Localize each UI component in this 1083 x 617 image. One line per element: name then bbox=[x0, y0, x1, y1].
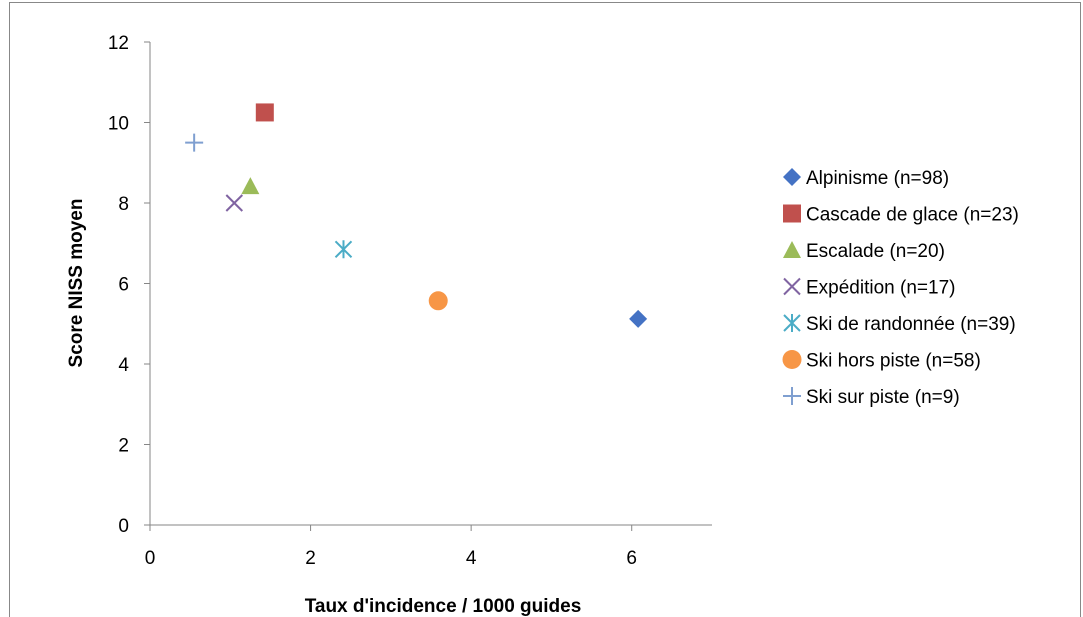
y-tick-label: 6 bbox=[118, 275, 129, 296]
legend-marker bbox=[782, 350, 802, 369]
y-tick-label: 0 bbox=[118, 516, 129, 537]
legend-label: Expédition (n=17) bbox=[806, 278, 955, 299]
legend-label: Ski hors piste (n=58) bbox=[806, 351, 981, 372]
legend-marker bbox=[783, 168, 801, 186]
chart-border bbox=[9, 2, 1081, 617]
data-point bbox=[185, 133, 204, 152]
legend-marker bbox=[783, 241, 801, 258]
legend-marker bbox=[783, 277, 801, 296]
x-tick-label: 4 bbox=[466, 548, 477, 569]
y-tick-label: 4 bbox=[118, 355, 129, 376]
data-point bbox=[334, 240, 353, 259]
y-tick-label: 2 bbox=[118, 436, 129, 457]
legend-marker bbox=[783, 314, 801, 332]
data-point bbox=[225, 194, 244, 212]
x-tick-label: 6 bbox=[626, 548, 637, 569]
data-point bbox=[241, 177, 260, 195]
legend-label: Cascade de glace (n=23) bbox=[806, 205, 1019, 226]
data-point bbox=[629, 309, 648, 328]
x-tick-label: 2 bbox=[305, 548, 316, 569]
legend-marker bbox=[783, 387, 801, 405]
data-point bbox=[428, 291, 448, 311]
legend-marker bbox=[783, 204, 801, 223]
y-tick-label: 8 bbox=[118, 194, 129, 215]
legend-label: Alpinisme (n=98) bbox=[806, 168, 949, 189]
y-axis-title: Score NISS moyen bbox=[66, 199, 87, 368]
legend-label: Escalade (n=20) bbox=[806, 241, 945, 262]
y-tick-label: 10 bbox=[108, 114, 129, 135]
y-tick-label: 12 bbox=[108, 33, 129, 54]
data-point bbox=[255, 103, 274, 122]
legend-label: Ski sur piste (n=9) bbox=[806, 387, 960, 408]
legend-label: Ski de randonnée (n=39) bbox=[806, 314, 1016, 335]
x-tick-label: 0 bbox=[145, 548, 156, 569]
x-axis-title: Taux d'incidence / 1000 guides bbox=[305, 596, 582, 617]
